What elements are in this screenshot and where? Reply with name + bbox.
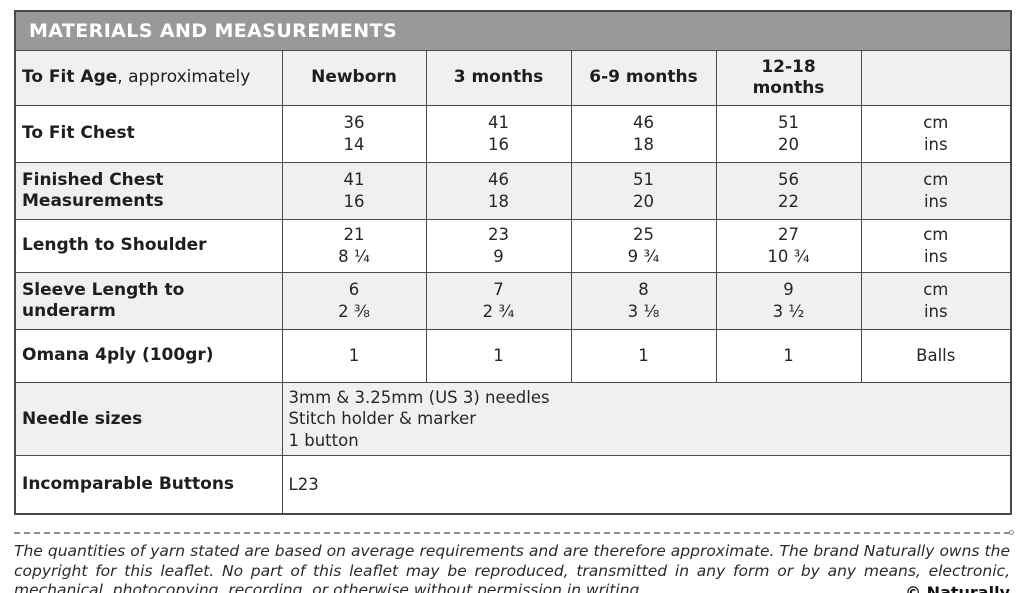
measure-cell: 23 9 [425,219,572,273]
measure-cell: 41 16 [425,105,572,163]
header-label-to-fit-age: To Fit Age, approximately [14,50,283,106]
row-to-fit-chest: To Fit Chest 36 14 41 16 46 18 51 20 cm ins [14,105,1012,163]
units-cell: cm ins [860,219,1012,273]
units-cell: Balls [860,329,1012,383]
buttons-value: L23 [281,455,1012,515]
header-col-units [860,50,1012,106]
row-label: Sleeve Length to underarm [14,272,283,330]
measure-cell: 46 18 [570,105,717,163]
materials-measurements-table: MATERIALS AND MEASUREMENTS To Fit Age, a… [14,10,1013,515]
measure-cell: 25 9 ¾ [570,219,717,273]
header-col-12-18-months: 12-18 months [715,50,862,106]
units-cell: cm ins [860,162,1012,220]
copyright-disclaimer-text: The quantities of yarn stated are based … [14,541,1010,593]
row-finished-chest: Finished Chest Measurements 41 16 46 18 51… [14,162,1012,220]
units-cell: cm ins [860,272,1012,330]
row-label: Incomparable Buttons [14,455,283,515]
copyright-brand: © Naturally [895,583,1010,593]
measure-cell: 36 14 [281,105,427,163]
measure-cell: 1 [570,329,717,383]
measure-cell: 51 20 [715,105,862,163]
measure-cell: 1 [281,329,427,383]
header-label-rest: , approximately [117,67,251,88]
row-label: Omana 4ply (100gr) [14,329,283,383]
row-needle-sizes: Needle sizes 3mm & 3.25mm (US 3) needles… [14,381,1012,457]
measure-cell: 27 10 ¾ [715,219,862,273]
row-label: Finished Chest Measurements [14,162,283,220]
measure-cell: 56 22 [715,162,862,220]
header-label-bold: To Fit Age [22,67,118,88]
row-length-to-shoulder: Length to Shoulder 21 8 ¼ 23 9 25 9 ¾ 27 10 … [14,219,1012,273]
footer: The quantities of yarn stated are based … [14,542,1010,593]
units-cell: cm ins [860,105,1012,163]
measure-cell: 41 16 [281,162,427,220]
table-title: MATERIALS AND MEASUREMENTS [14,10,1012,51]
measure-cell: 1 [425,329,572,383]
row-label: Needle sizes [14,381,283,457]
row-label: Length to Shoulder [14,219,283,273]
dashed-cut-line [14,529,1014,535]
row-label: To Fit Chest [14,105,283,163]
needle-sizes-value: 3mm & 3.25mm (US 3) needles Stitch holde… [281,381,1012,457]
header-row: To Fit Age, approximately Newborn 3 mont… [14,50,1012,106]
measure-cell: 1 [715,329,862,383]
table-title-bar: MATERIALS AND MEASUREMENTS [14,10,1012,51]
header-col-3-months: 3 months [425,50,572,106]
measure-cell: 51 20 [570,162,717,220]
header-col-6-9-months: 6-9 months [570,50,717,106]
measure-cell: 46 18 [425,162,572,220]
row-incomparable-buttons: Incomparable Buttons L23 [14,455,1012,515]
measure-cell: 21 8 ¼ [281,219,427,273]
row-omana-4ply: Omana 4ply (100gr) 1 1 1 1 Balls [14,329,1012,383]
header-col-newborn: Newborn [281,50,427,106]
cut-line-end-circle [1009,529,1014,535]
